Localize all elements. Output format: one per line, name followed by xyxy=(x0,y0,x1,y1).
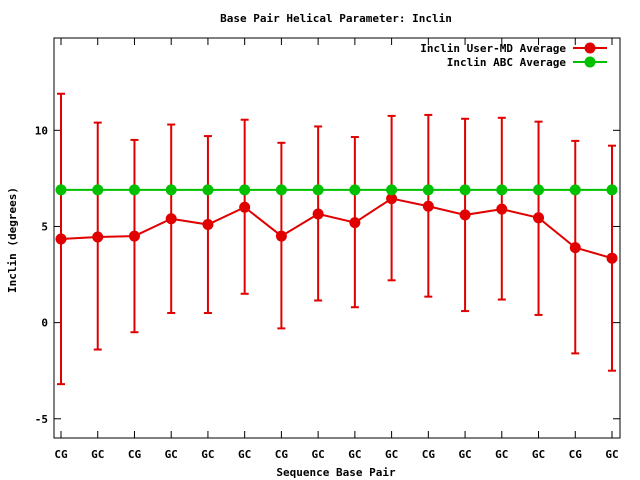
data-point xyxy=(386,193,398,205)
x-tick-label: GC xyxy=(165,448,178,461)
series-1 xyxy=(55,92,618,386)
data-point xyxy=(569,242,581,254)
data-point xyxy=(569,184,581,196)
x-tick-label: GC xyxy=(532,448,545,461)
data-point xyxy=(92,231,104,243)
data-point xyxy=(239,184,251,196)
data-point xyxy=(128,230,140,242)
data-point xyxy=(496,203,508,215)
data-point xyxy=(422,184,434,196)
data-point xyxy=(55,184,67,196)
data-point xyxy=(606,184,618,196)
series-line xyxy=(60,197,613,260)
data-point xyxy=(202,184,214,196)
data-point xyxy=(459,184,471,196)
legend-label: Inclin ABC Average xyxy=(447,56,567,69)
y-tick-label: 5 xyxy=(41,220,48,233)
y-tick-label: -5 xyxy=(35,413,48,426)
data-point xyxy=(386,184,398,196)
x-tick-label: GC xyxy=(312,448,325,461)
data-point xyxy=(459,209,471,221)
data-point xyxy=(606,252,618,264)
chart-title: Base Pair Helical Parameter: Inclin xyxy=(220,12,452,25)
data-point xyxy=(165,184,177,196)
series-2 xyxy=(55,184,618,196)
data-point xyxy=(275,230,287,242)
data-point xyxy=(92,184,104,196)
x-tick-label: GC xyxy=(238,448,251,461)
data-point xyxy=(422,200,434,212)
x-tick-label: CG xyxy=(54,448,68,461)
y-axis-ticks: -5 0 5 10 xyxy=(35,124,620,426)
data-point xyxy=(312,184,324,196)
x-tick-label: CG xyxy=(128,448,142,461)
data-point xyxy=(275,184,287,196)
data-point xyxy=(533,184,545,196)
x-axis-label: Sequence Base Pair xyxy=(276,466,396,479)
x-tick-label: GC xyxy=(348,448,361,461)
data-point xyxy=(165,213,177,225)
data-point xyxy=(239,201,251,213)
x-tick-label: GC xyxy=(458,448,471,461)
x-tick-label: GC xyxy=(91,448,104,461)
data-point xyxy=(202,219,214,231)
x-tick-label: GC xyxy=(605,448,618,461)
data-point xyxy=(349,184,361,196)
x-tick-label: CG xyxy=(275,448,289,461)
x-tick-label: GC xyxy=(201,448,214,461)
plot-frame xyxy=(53,37,621,439)
data-point xyxy=(128,184,140,196)
legend-marker xyxy=(584,42,596,54)
data-point xyxy=(349,217,361,229)
data-point xyxy=(312,208,324,220)
data-point xyxy=(533,212,545,224)
legend-marker xyxy=(584,56,596,68)
data-point xyxy=(55,233,67,245)
series-layer xyxy=(55,92,618,386)
x-tick-label: GC xyxy=(495,448,508,461)
x-tick-label: CG xyxy=(422,448,436,461)
legend-label: Inclin User-MD Average xyxy=(420,42,566,55)
x-axis-ticks: CG GC CG GC GC GC CG GC GC GC CG GC GC GC CG GC xyxy=(54,38,619,461)
y-axis-label: Inclin (degrees) xyxy=(6,187,19,293)
y-tick-label: 10 xyxy=(35,124,48,137)
x-tick-label: GC xyxy=(385,448,398,461)
data-point xyxy=(496,184,508,196)
x-tick-label: CG xyxy=(569,448,583,461)
y-tick-label: 0 xyxy=(41,317,48,330)
